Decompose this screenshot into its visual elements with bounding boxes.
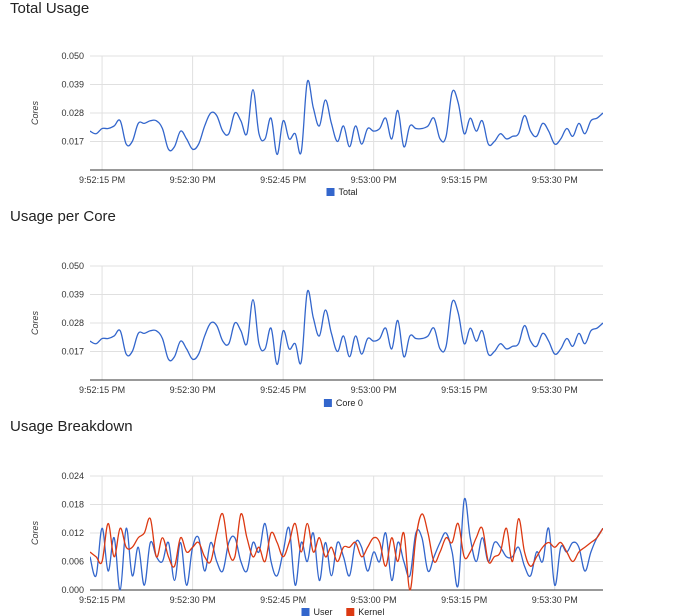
y-tick-label: 0.024 [61, 471, 84, 481]
y-tick-label: 0.039 [61, 80, 84, 90]
x-tick-label: 9:53:15 PM [441, 175, 487, 185]
section-title: Total Usage [10, 0, 90, 17]
x-tick-label: 9:52:30 PM [170, 175, 216, 185]
series-line-kernel [90, 512, 603, 591]
y-tick-label: 0.012 [61, 528, 84, 538]
y-tick-label: 0.017 [61, 347, 84, 357]
y-tick-label: 0.050 [61, 261, 84, 271]
y-axis-label: Cores [30, 521, 40, 546]
total-usage-chart: 0.050 0.039 0.028 0.017 9:52:15 PM 9:52:30 PM… [30, 51, 603, 197]
legend-swatch [326, 188, 335, 196]
y-tick-label: 0.000 [61, 585, 84, 595]
x-tick-label: 9:53:30 PM [532, 175, 578, 185]
legend-label: Kernel [358, 607, 384, 616]
legend-swatch [323, 399, 332, 407]
y-tick-label: 0.039 [61, 290, 84, 300]
y-tick-label: 0.028 [61, 318, 84, 328]
x-tick-label: 9:52:30 PM [170, 595, 216, 605]
legend-label: User [314, 607, 333, 616]
x-tick-label: 9:53:00 PM [351, 385, 397, 395]
x-tick-label: 9:52:30 PM [170, 385, 216, 395]
legend-label: Total [339, 187, 358, 197]
legend-swatch [301, 608, 310, 616]
x-tick-label: 9:53:30 PM [532, 595, 578, 605]
legend-swatch [346, 608, 355, 616]
y-axis-label: Cores [30, 101, 40, 126]
x-tick-label: 9:53:15 PM [441, 595, 487, 605]
x-tick-label: 9:53:30 PM [532, 385, 578, 395]
y-tick-label: 0.018 [61, 500, 84, 510]
x-tick-label: 9:52:15 PM [79, 385, 125, 395]
y-tick-label: 0.028 [61, 108, 84, 118]
section-title: Usage per Core [10, 208, 116, 225]
series-line-core-0 [90, 289, 603, 366]
x-tick-label: 9:53:00 PM [351, 175, 397, 185]
y-tick-label: 0.017 [61, 137, 84, 147]
y-axis-label: Cores [30, 311, 40, 336]
y-tick-label: 0.006 [61, 557, 84, 567]
total-usage-section: Total Usage 0.050 0.039 0.028 0.017 9:52:15 … [0, 0, 695, 205]
y-tick-label: 0.050 [61, 51, 84, 61]
section-title: Usage Breakdown [10, 418, 133, 435]
x-tick-label: 9:52:45 PM [260, 175, 306, 185]
x-tick-label: 9:53:00 PM [351, 595, 397, 605]
x-tick-label: 9:52:45 PM [260, 385, 306, 395]
x-tick-label: 9:52:15 PM [79, 595, 125, 605]
series-line-user [90, 497, 603, 591]
x-tick-label: 9:53:15 PM [441, 385, 487, 395]
series-line-total [90, 79, 603, 156]
x-tick-label: 9:52:45 PM [260, 595, 306, 605]
x-tick-label: 9:52:15 PM [79, 175, 125, 185]
usage-breakdown-section: Usage Breakdown 0.024 0.018 0.012 0.006 0.00… [0, 418, 695, 616]
legend-label: Core 0 [336, 398, 363, 408]
usage-per-core-chart: 0.050 0.039 0.028 0.017 9:52:15 PM 9:52:30 PM… [30, 261, 603, 408]
usage-per-core-section: Usage per Core 0.050 0.039 0.028 0.017 9:52:… [0, 208, 695, 413]
